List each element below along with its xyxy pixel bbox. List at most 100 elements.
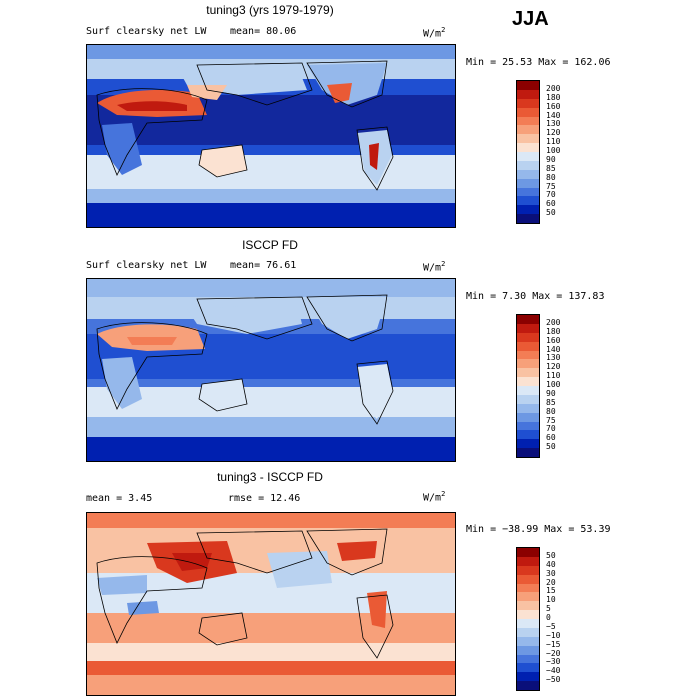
colorbar-tick-label: 160 xyxy=(546,335,561,345)
colorbar-cell xyxy=(517,332,539,342)
colorbar-tick-label: 110 xyxy=(546,371,561,381)
colorbar-tick-label: 110 xyxy=(546,137,561,147)
colorbar-cell xyxy=(517,196,539,206)
colorbar-tick-label: 60 xyxy=(546,199,556,209)
panel1-mean: mean= 80.06 xyxy=(230,26,296,37)
panel1-units: W/m2 xyxy=(423,26,446,40)
colorbar-tick-label: 70 xyxy=(546,424,556,434)
panel3-map xyxy=(86,512,456,696)
panel2-stats: Min = 7.30 Max = 137.83 xyxy=(466,291,605,302)
panel1-title: tuning3 (yrs 1979-1979) xyxy=(206,3,334,17)
panel1-map xyxy=(86,44,456,228)
colorbar-tick-label: 50 xyxy=(546,442,556,452)
colorbar-cell xyxy=(517,636,539,646)
panel1-colorbar xyxy=(516,80,540,224)
colorbar-tick-label: 30 xyxy=(546,568,556,578)
colorbar-tick-label: 75 xyxy=(546,181,556,191)
panel1-contour-map xyxy=(87,45,455,227)
colorbar-cell xyxy=(517,627,539,637)
panel2-mean-label: mean= xyxy=(230,260,261,271)
colorbar-cell xyxy=(517,214,539,224)
colorbar-tick-label: 160 xyxy=(546,101,561,111)
panel2-mean-value: 76.61 xyxy=(266,260,297,271)
panel1-mean-value: 80.06 xyxy=(266,26,297,37)
colorbar-tick-label: −5 xyxy=(546,621,556,631)
colorbar-tick-label: 0 xyxy=(546,613,551,622)
colorbar-cell xyxy=(517,601,539,611)
colorbar-tick-label: 90 xyxy=(546,154,556,164)
panel2-contour-map xyxy=(87,279,455,461)
colorbar-cell xyxy=(517,81,539,90)
colorbar-cell xyxy=(517,323,539,333)
panel3-mean-value: 3.45 xyxy=(128,493,153,504)
panel2-colorbar xyxy=(516,314,540,458)
colorbar-cell xyxy=(517,187,539,197)
panel2-mean: mean= 76.61 xyxy=(230,260,296,271)
colorbar-cell xyxy=(517,368,539,378)
colorbar-tick-label: 50 xyxy=(546,208,556,218)
colorbar-cell xyxy=(517,556,539,566)
colorbar-cell xyxy=(517,341,539,351)
panel1-stats: Min = 25.53 Max = 162.06 xyxy=(466,57,611,68)
colorbar-tick-label: 15 xyxy=(546,586,556,596)
colorbar-tick-label: 20 xyxy=(546,577,556,587)
colorbar-cell xyxy=(517,386,539,395)
colorbar-tick-label: 130 xyxy=(546,353,561,363)
panel2-map xyxy=(86,278,456,462)
panel1-mean-label: mean= xyxy=(230,26,261,37)
colorbar-tick-label: 180 xyxy=(546,92,561,102)
panel3-units: W/m2 xyxy=(423,490,446,504)
panel3-stats: Min = −38.99 Max = 53.39 xyxy=(466,524,611,535)
colorbar-tick-label: 100 xyxy=(546,380,561,389)
colorbar-tick-label: 10 xyxy=(546,595,556,605)
panel2-title: ISCCP FD xyxy=(242,238,298,252)
colorbar-cell xyxy=(517,107,539,117)
colorbar-tick-label: 80 xyxy=(546,406,556,416)
colorbar-tick-label: −20 xyxy=(546,648,561,658)
colorbar-cell xyxy=(517,610,539,620)
colorbar-cell xyxy=(517,672,539,682)
colorbar-tick-label: 200 xyxy=(546,317,561,327)
colorbar-cell xyxy=(517,160,539,170)
colorbar-tick-label: 85 xyxy=(546,163,556,173)
colorbar-cell xyxy=(517,421,539,431)
colorbar-tick-label: 120 xyxy=(546,128,561,138)
colorbar-cell xyxy=(517,315,539,324)
colorbar-cell xyxy=(517,619,539,628)
colorbar-tick-label: 80 xyxy=(546,172,556,182)
colorbar-cell xyxy=(517,116,539,126)
panel3-contour-map xyxy=(87,513,455,695)
colorbar-tick-label: 50 xyxy=(546,550,556,560)
colorbar-cell xyxy=(517,89,539,99)
colorbar-cell xyxy=(517,654,539,664)
colorbar-cell xyxy=(517,350,539,360)
colorbar-tick-label: 180 xyxy=(546,326,561,336)
colorbar-tick-label: 60 xyxy=(546,433,556,443)
panel2-variable: Surf clearsky net LW xyxy=(86,260,207,271)
colorbar-cell xyxy=(517,439,539,449)
colorbar-cell xyxy=(517,548,539,557)
colorbar-cell xyxy=(517,565,539,575)
panel3-mean-label: mean = xyxy=(86,493,123,504)
colorbar-cell xyxy=(517,125,539,135)
colorbar-tick-label: 130 xyxy=(546,119,561,129)
colorbar-tick-label: 140 xyxy=(546,110,561,120)
colorbar-tick-label: −15 xyxy=(546,639,561,649)
panel3-rmse-value: 12.46 xyxy=(270,493,301,504)
colorbar-cell xyxy=(517,403,539,413)
colorbar-cell xyxy=(517,134,539,144)
colorbar-tick-label: −10 xyxy=(546,630,561,640)
colorbar-cell xyxy=(517,663,539,673)
panel3-rmse-label: rmse = xyxy=(228,493,265,504)
colorbar-cell xyxy=(517,448,539,458)
colorbar-tick-label: 140 xyxy=(546,344,561,354)
colorbar-cell xyxy=(517,359,539,369)
colorbar-cell xyxy=(517,98,539,108)
colorbar-tick-label: 90 xyxy=(546,388,556,398)
panel1-variable: Surf clearsky net LW xyxy=(86,26,207,37)
colorbar-cell xyxy=(517,152,539,161)
colorbar-cell xyxy=(517,583,539,593)
colorbar-tick-label: 200 xyxy=(546,83,561,93)
colorbar-cell xyxy=(517,143,539,153)
colorbar-cell xyxy=(517,377,539,387)
